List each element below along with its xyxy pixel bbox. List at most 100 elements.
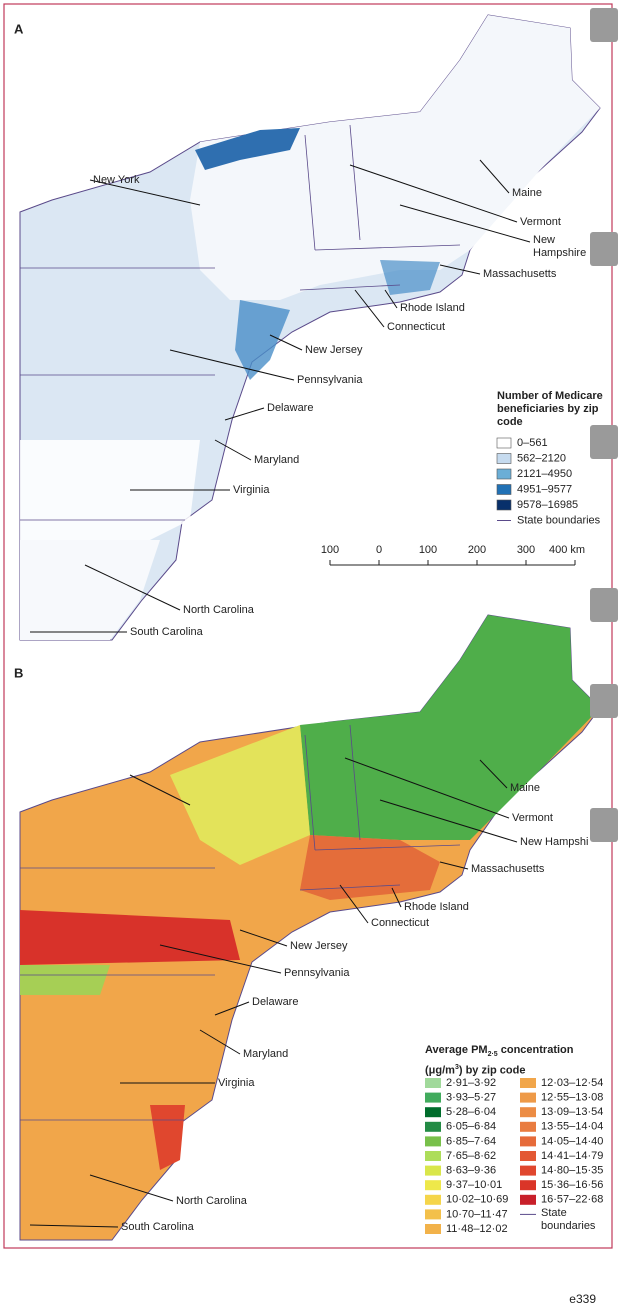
legend-label: 12·55–13·08	[541, 1092, 603, 1104]
state-label: Maine	[512, 187, 542, 199]
legend-label: State boundaries	[541, 1207, 596, 1233]
legend-swatch	[496, 484, 512, 495]
legend-swatch	[425, 1180, 441, 1191]
legend-swatch	[425, 1209, 441, 1220]
state-label: Maryland	[243, 1048, 288, 1060]
leader-line	[479, 759, 508, 789]
leader-line	[224, 407, 265, 421]
legend-title-part: ) by zip code	[458, 1064, 526, 1077]
state-label: Virginia	[233, 484, 270, 496]
state-label: Maryland	[254, 454, 299, 466]
legend-swatch	[425, 1092, 441, 1103]
legend-swatch	[496, 468, 512, 480]
legend-title-part: (μg/m	[425, 1064, 455, 1077]
leader-line	[214, 1001, 250, 1016]
legend-title-part: 2·5	[487, 1051, 498, 1059]
leader-line	[344, 757, 510, 819]
state-label: Pennsylvania	[297, 374, 363, 386]
leader-line	[214, 439, 252, 461]
state-label: Maine	[510, 782, 540, 794]
leader-line	[29, 1224, 119, 1228]
state-label: South Carolina	[130, 626, 204, 638]
legend-swatch	[425, 1165, 441, 1176]
legend-label: 10·70–11·47	[446, 1208, 508, 1220]
state-label: Connecticut	[387, 321, 445, 333]
side-icons	[590, 8, 618, 842]
legend-label: 4951–9577	[517, 483, 572, 495]
leader-line	[199, 1029, 241, 1055]
leader-line	[379, 799, 518, 843]
state-label: Virginia	[218, 1077, 255, 1089]
leader-line	[129, 774, 191, 806]
legend-swatch	[496, 453, 512, 464]
legend-label: 15·36–16·56	[541, 1179, 603, 1191]
scale-label: 100	[419, 544, 437, 556]
legend-label: 2121–4950	[517, 468, 572, 480]
legend-label: 16·57–22·68	[541, 1194, 603, 1206]
legend-label: 6·85–7·64	[446, 1135, 496, 1147]
legend-label: 14·41–14·79	[541, 1150, 603, 1162]
frame	[3, 3, 613, 1249]
state-label: Rhode Island	[400, 302, 465, 314]
leader-line	[384, 289, 398, 309]
state-label: North Carolina	[183, 604, 255, 616]
state-label: Pennsylvania	[284, 967, 350, 979]
state-label: New York	[93, 174, 140, 186]
state-label: Massachusetts	[471, 863, 545, 875]
legend-label: State boundaries	[517, 514, 601, 526]
legend-swatch	[520, 1078, 536, 1088]
state-label: Rhode Island	[404, 901, 469, 913]
legend-swatch	[425, 1194, 441, 1205]
legend-swatch	[496, 499, 512, 511]
leader-line	[354, 289, 385, 328]
panel-letter: A	[14, 21, 24, 36]
panel-letter: B	[14, 665, 23, 680]
legend-swatch	[520, 1180, 536, 1191]
state-label: New Jersey	[305, 344, 363, 356]
legend-title: Number of Medicare beneficiaries by zip …	[497, 390, 603, 428]
legend-label: 13·55–14·04	[541, 1121, 603, 1133]
scale-label: 400 km	[549, 544, 585, 556]
state-label: New Hampshi	[520, 836, 588, 848]
scale-label: 100	[321, 544, 339, 556]
legend-label: 2·91–3·92	[446, 1077, 496, 1089]
legend-label: 6·05–6·84	[446, 1121, 496, 1133]
legend-label: 0–561	[517, 437, 548, 449]
state-label: Massachusetts	[483, 268, 557, 280]
legend-title-part: 3	[454, 1064, 459, 1072]
state-label: New Hampshire	[533, 234, 587, 259]
legend-title-part: concentration	[497, 1044, 574, 1056]
leader-line	[339, 884, 369, 924]
map-b	[19, 614, 601, 1241]
legend-swatch	[520, 1194, 536, 1205]
leader-line	[349, 164, 518, 223]
state-label: South Carolina	[121, 1221, 195, 1233]
legend-swatch	[496, 437, 512, 449]
legend-swatch	[520, 1092, 536, 1103]
leader-line	[399, 204, 531, 243]
leader-line	[391, 887, 402, 908]
scale-label: 200	[468, 544, 486, 556]
legend-swatch	[520, 1136, 536, 1147]
leader-line	[159, 944, 282, 974]
legend-swatch	[425, 1224, 441, 1234]
state-label: North Carolina	[176, 1195, 248, 1207]
legend-title: Average PM2·5 concentration (μg/m3) by zi…	[425, 1044, 615, 1078]
legend-label: 14·80–15·35	[541, 1165, 603, 1177]
leader-line	[479, 159, 510, 194]
legend-label: 9578–16985	[517, 499, 578, 511]
legend-swatch	[425, 1121, 441, 1132]
leader-line	[89, 179, 201, 206]
leader-line	[439, 861, 469, 870]
scale-label: 0	[376, 544, 382, 556]
leader-line	[89, 1174, 174, 1202]
legend-label: 10·02–10·69	[446, 1194, 508, 1206]
legend-swatch	[520, 1151, 536, 1161]
legend-swatch	[425, 1151, 441, 1161]
map-a	[19, 14, 601, 641]
state-label: Delaware	[252, 996, 298, 1008]
state-label: Vermont	[520, 216, 561, 228]
state-label: Delaware	[267, 402, 313, 414]
